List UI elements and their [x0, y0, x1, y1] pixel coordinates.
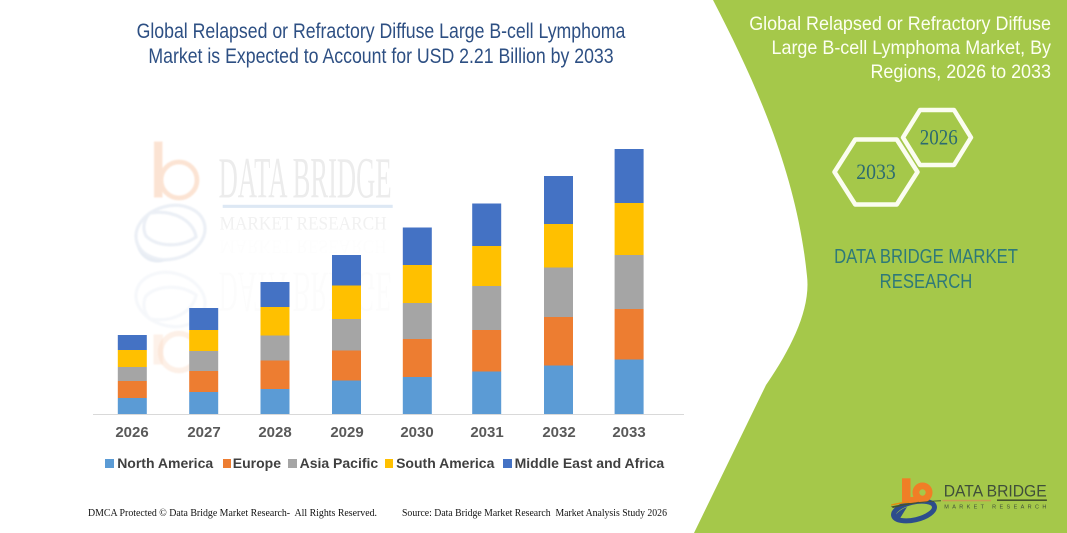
svg-text:MARKET RESEARCH: MARKET RESEARCH [220, 214, 387, 235]
svg-text:MARKET RESEARCH: MARKET RESEARCH [944, 504, 1046, 510]
svg-text:MARKET RESEARCH: MARKET RESEARCH [220, 235, 387, 256]
svg-text:DATA BRIDGE: DATA BRIDGE [944, 482, 1047, 501]
svg-text:DATA BRIDGE: DATA BRIDGE [219, 259, 392, 324]
svg-text:DATA BRIDGE: DATA BRIDGE [219, 146, 392, 211]
svg-text:2026: 2026 [920, 125, 958, 150]
svg-text:2033: 2033 [856, 159, 896, 184]
